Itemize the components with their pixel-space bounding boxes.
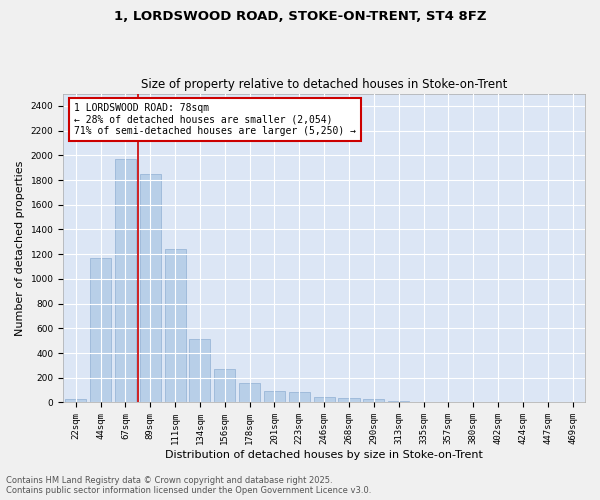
- Bar: [65, 400, 86, 402]
- Bar: [338, 398, 359, 402]
- Bar: [164, 248, 185, 402]
- Title: Size of property relative to detached houses in Stoke-on-Trent: Size of property relative to detached ho…: [141, 78, 508, 91]
- Bar: [239, 382, 260, 402]
- Text: 1, LORDSWOOD ROAD, STOKE-ON-TRENT, ST4 8FZ: 1, LORDSWOOD ROAD, STOKE-ON-TRENT, ST4 8…: [114, 10, 486, 23]
- Bar: [115, 159, 136, 402]
- Text: 1 LORDSWOOD ROAD: 78sqm
← 28% of detached houses are smaller (2,054)
71% of semi: 1 LORDSWOOD ROAD: 78sqm ← 28% of detache…: [74, 103, 356, 136]
- Bar: [363, 398, 385, 402]
- Bar: [264, 390, 285, 402]
- Bar: [90, 258, 111, 402]
- Text: Contains HM Land Registry data © Crown copyright and database right 2025.
Contai: Contains HM Land Registry data © Crown c…: [6, 476, 371, 495]
- Bar: [314, 397, 335, 402]
- Bar: [388, 401, 409, 402]
- Bar: [190, 339, 211, 402]
- Bar: [140, 174, 161, 402]
- Bar: [289, 392, 310, 402]
- Y-axis label: Number of detached properties: Number of detached properties: [15, 160, 25, 336]
- X-axis label: Distribution of detached houses by size in Stoke-on-Trent: Distribution of detached houses by size …: [165, 450, 483, 460]
- Bar: [214, 369, 235, 402]
